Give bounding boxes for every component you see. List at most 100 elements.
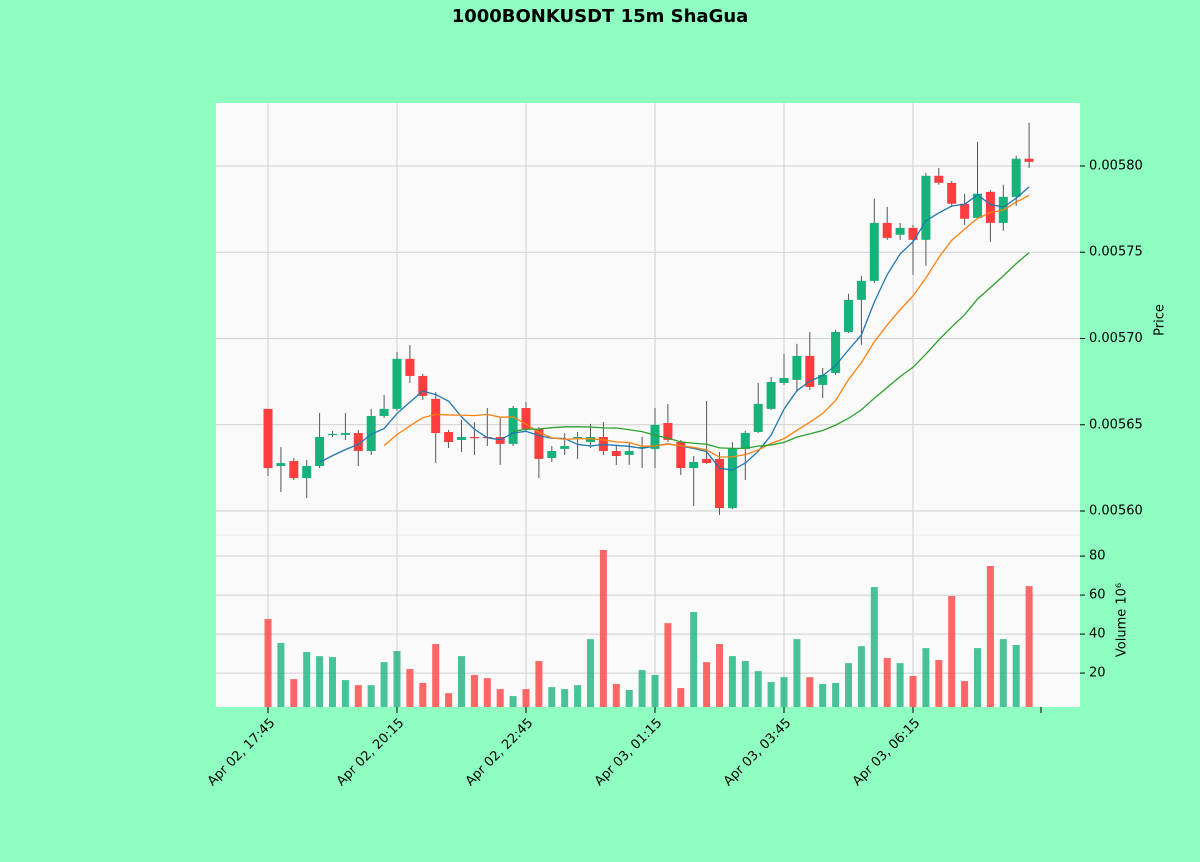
volume-bar — [935, 660, 943, 707]
candle-body — [508, 408, 518, 444]
candle-body — [792, 355, 802, 380]
volume-bar — [896, 663, 904, 707]
candle-body — [921, 175, 931, 240]
candle-body — [934, 175, 944, 183]
volume-bar — [264, 619, 272, 707]
volume-bar — [316, 656, 324, 707]
volume-bar — [380, 662, 388, 707]
candle-body — [1011, 158, 1021, 197]
candle-body — [895, 227, 905, 235]
volume-bar — [548, 687, 556, 707]
y-tick-label: 0.00580 — [1089, 158, 1143, 173]
volume-bar — [690, 612, 698, 707]
candle-body — [637, 447, 647, 449]
candle-body — [973, 193, 982, 218]
volume-bar — [780, 677, 788, 707]
volume-bar — [587, 639, 594, 707]
volume-bar — [1012, 644, 1020, 707]
volume-bar — [948, 596, 956, 707]
candle-body — [882, 222, 892, 238]
candle-body — [715, 458, 724, 509]
candle-body — [573, 437, 583, 439]
candle-body — [444, 432, 454, 443]
y2-tick-label: 20 — [1089, 666, 1106, 681]
candle-body — [624, 450, 634, 455]
volume-bar — [767, 682, 775, 707]
volume-bar — [703, 662, 711, 707]
volume-bar — [677, 688, 685, 707]
volume-bar — [354, 685, 362, 707]
candle-body — [353, 433, 363, 451]
candle-body — [663, 423, 673, 440]
candle-body — [263, 408, 273, 469]
volume-bar — [574, 685, 582, 707]
candle-body — [1024, 158, 1034, 162]
volume-bar — [419, 683, 427, 707]
x-tick-label: Apr 03, 01:15 — [592, 716, 665, 789]
candle-body — [586, 437, 595, 443]
volume-bar — [716, 644, 723, 707]
volume-bar — [329, 657, 336, 707]
volume-bar — [664, 623, 672, 707]
candle-body — [328, 433, 337, 436]
volume-bar — [883, 658, 891, 707]
candle-body — [392, 358, 402, 409]
volume-bar — [509, 696, 517, 707]
candle-body — [418, 375, 428, 396]
volume-bar — [303, 652, 311, 707]
candle-body — [908, 227, 918, 240]
candle-body — [947, 182, 957, 204]
candle-body — [611, 450, 621, 456]
moving-average-line — [512, 252, 1030, 450]
moving-average-line — [383, 194, 1030, 458]
marks — [263, 122, 1034, 707]
volume-bar — [445, 693, 453, 707]
volume-bar — [277, 643, 285, 707]
volume-bar — [870, 587, 878, 707]
candle-body — [805, 355, 815, 387]
volume-bar — [909, 675, 917, 707]
volume-bar — [625, 690, 633, 707]
volume-bar — [961, 681, 969, 707]
candle-body — [315, 437, 325, 466]
candle-body — [650, 424, 660, 449]
y-axis-label: Price — [1153, 304, 1168, 336]
candle-body — [340, 433, 350, 435]
candle-body — [276, 463, 286, 466]
candle-body — [560, 445, 570, 449]
y2-tick-label: 40 — [1089, 627, 1106, 642]
candle-body — [547, 450, 557, 459]
candle-body — [856, 280, 866, 300]
x-tick-label: Apr 02, 22:45 — [463, 716, 536, 789]
candle-body — [960, 203, 970, 219]
volume-bar — [535, 660, 543, 707]
volume-bar — [496, 689, 504, 707]
volume-bar — [922, 648, 930, 707]
candle-body — [289, 460, 299, 479]
volume-bar — [638, 670, 646, 707]
candle-body — [753, 403, 763, 433]
volume-bar — [845, 663, 852, 707]
volume-bar — [341, 680, 349, 707]
candle-body — [302, 465, 312, 479]
candle-body — [869, 222, 879, 281]
grid — [216, 103, 1080, 707]
volume-bar — [561, 689, 569, 707]
x-tick-label: Apr 02, 17:45 — [205, 716, 278, 789]
candle-body — [676, 442, 686, 469]
volume-bar — [432, 644, 440, 707]
volume-bar — [728, 656, 736, 707]
y2-tick-label: 80 — [1089, 549, 1106, 564]
x-tick-label: Apr 03, 03:45 — [721, 716, 794, 789]
volume-bar — [483, 678, 491, 707]
candle-body — [521, 408, 531, 429]
volume-bar — [599, 550, 607, 707]
volume-bar — [741, 660, 749, 707]
volume-bar — [999, 639, 1007, 707]
candle-body — [779, 378, 789, 384]
volume-bar — [832, 683, 840, 707]
volume-bar — [522, 689, 530, 707]
y-tick-label: 0.00565 — [1089, 417, 1143, 432]
